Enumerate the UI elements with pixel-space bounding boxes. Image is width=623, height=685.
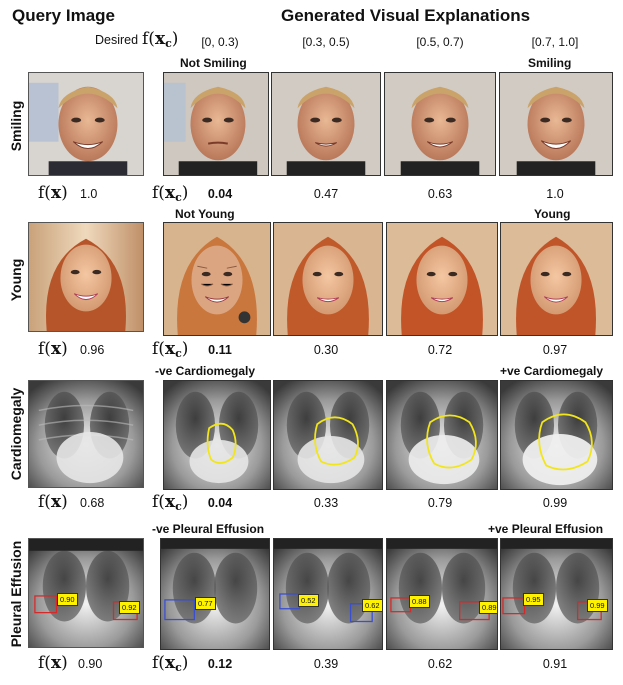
query-fx-cardiomegaly: f(x) [38,492,68,512]
row-label-young: Young [8,258,24,302]
row-label-cardiomegaly: Cardiomegaly [8,387,24,481]
value-pleural-0: 0.12 [207,657,233,671]
query-fx-smiling: f(x) [38,183,68,203]
score-tag-query-right: 0.92 [119,601,140,614]
generated-image-young-1 [273,222,383,336]
desired-text: Desired [95,33,139,47]
value-smiling-2: 0.63 [427,187,453,201]
query-image-title: Query Image [12,6,115,25]
caption-not-smiling: Not Smiling [180,56,247,70]
query-image-young [28,222,144,332]
caption-young: Young [534,207,571,221]
desired-label: Desired [95,33,138,47]
value-smiling-0: 0.04 [207,187,233,201]
generated-image-pleural-3: 0.95 0.99 [500,538,613,650]
generated-image-cardiomegaly-1 [273,380,383,490]
range-label-0: [0, 0.3) [201,35,239,49]
query-image-pleural-effusion: 0.90 0.92 [28,538,144,648]
generated-image-cardiomegaly-2 [386,380,498,490]
generated-image-young-3 [500,222,613,336]
generated-image-smiling-3 [499,72,613,176]
generated-image-young-2 [386,222,498,336]
value-young-1: 0.30 [313,343,339,357]
generated-image-pleural-2: 0.88 0.89 [386,538,498,650]
query-value-smiling: 1.0 [80,187,98,201]
fxc-symbol-smiling: f(xc) [152,183,189,204]
query-image-cardiomegaly [28,380,144,488]
fxc-symbol-young: f(xc) [152,339,189,360]
row-label-smiling: Smiling [8,100,24,152]
generated-image-pleural-1: 0.52 0.62 [273,538,383,650]
query-fx-pleural: f(x) [38,653,68,673]
range-label-2: [0.5, 0.7) [416,35,464,49]
generated-image-smiling-1 [271,72,381,176]
generated-image-smiling-0 [163,72,269,176]
query-fx-young: f(x) [38,339,68,359]
generated-image-cardiomegaly-3 [500,380,613,490]
score-tag-gen0: 0.77 [195,597,216,610]
desired-fxc-symbol: f(xc) [142,29,179,50]
value-smiling-3: 1.0 [546,187,564,201]
caption-neg-cardiomegaly: -ve Cardiomegaly [155,364,256,378]
query-value-young: 0.96 [80,343,105,357]
score-tag-gen3-left: 0.95 [523,593,544,606]
generated-image-cardiomegaly-0 [163,380,271,490]
query-value-pleural: 0.90 [78,657,103,671]
value-pleural-1: 0.39 [313,657,339,671]
generated-explanations-title: Generated Visual Explanations [281,6,531,25]
value-young-0: 0.11 [208,343,232,357]
value-pleural-3: 0.91 [542,657,568,671]
generated-image-smiling-2 [384,72,496,176]
range-label-3: [0.7, 1.0] [531,35,579,49]
score-tag-gen3-right: 0.99 [587,599,608,612]
score-tag-gen2-left: 0.88 [409,595,430,608]
caption-smiling: Smiling [528,56,572,70]
score-tag-gen1-left: 0.52 [298,594,319,607]
range-label-1: [0.3, 0.5) [302,35,350,49]
score-tag-query-left: 0.90 [57,593,78,606]
caption-pos-cardiomegaly: +ve Cardiomegaly [500,364,604,378]
fxc-symbol-cardiomegaly: f(xc) [152,492,189,513]
query-value-cardiomegaly: 0.68 [80,496,105,510]
score-tag-gen2-right: 0.89 [479,601,497,614]
value-smiling-1: 0.47 [313,187,339,201]
value-cardiomegaly-0: 0.04 [207,496,233,510]
value-cardiomegaly-3: 0.99 [542,496,568,510]
value-cardiomegaly-1: 0.33 [313,496,339,510]
score-tag-gen1-right: 0.62 [362,599,382,612]
fxc-symbol-pleural: f(xc) [152,653,189,674]
caption-not-young: Not Young [175,207,235,221]
query-image-smiling [28,72,144,176]
value-pleural-2: 0.62 [427,657,453,671]
value-young-2: 0.72 [427,343,453,357]
generated-image-young-0 [163,222,271,336]
caption-neg-pleural-effusion: -ve Pleural Effusion [152,522,265,536]
value-cardiomegaly-2: 0.79 [427,496,453,510]
row-label-pleural-effusion: Pleural Effusion [8,540,24,648]
value-young-3: 0.97 [542,343,568,357]
caption-pos-pleural-effusion: +ve Pleural Effusion [488,522,604,536]
generated-image-pleural-0: 0.77 [160,538,270,650]
